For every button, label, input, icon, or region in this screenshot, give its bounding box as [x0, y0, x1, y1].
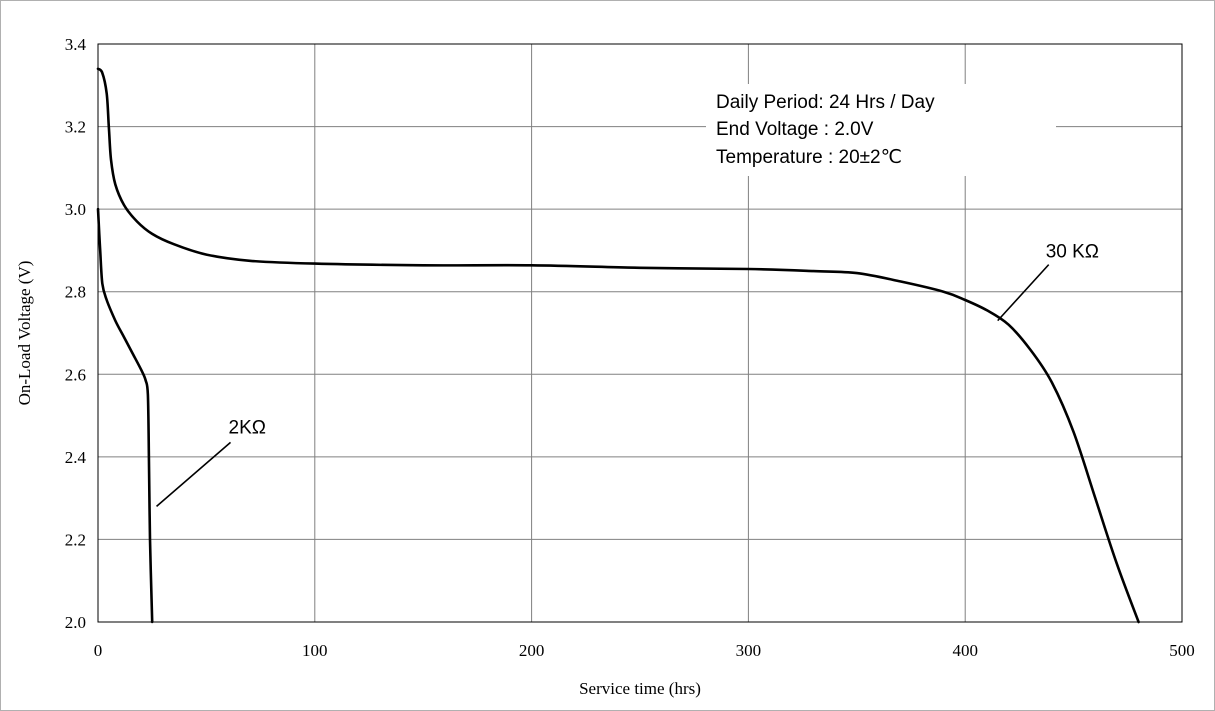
series-line-30k	[96, 67, 1140, 624]
x-tick-label: 300	[736, 641, 762, 660]
annotation-line-2: End Voltage : 2.0V	[716, 119, 874, 140]
test-conditions-annotation: Daily Period: 24 Hrs / Day End Voltage :…	[706, 84, 1056, 176]
plot-area-frame	[97, 43, 1183, 623]
x-tick-label: 200	[519, 641, 545, 660]
x-tick-label: 500	[1169, 641, 1195, 660]
x-tick-label: 100	[302, 641, 328, 660]
tick-labels: 0 100 200 300 400 500 2.0 2.2 2.4 2.6 2.8 3.0 3.2 3.4	[65, 35, 1195, 660]
series-label-2k: 2KΩ	[229, 417, 266, 438]
y-tick-label: 2.0	[65, 613, 86, 632]
y-tick-label: 3.0	[65, 200, 86, 219]
series-line-2k	[96, 207, 154, 624]
annotation-line-3: Temperature : 20±2℃	[716, 147, 902, 168]
series-label-leader-2k	[156, 441, 232, 508]
y-tick-label: 3.2	[65, 118, 86, 137]
x-tick-label: 0	[94, 641, 103, 660]
y-tick-label: 2.4	[65, 448, 87, 467]
y-tick-label: 2.6	[65, 365, 86, 384]
series-label-30k: 30 KΩ	[1046, 242, 1099, 263]
y-axis-title: On-Load Voltage (V)	[15, 261, 34, 406]
x-tick-label: 400	[952, 641, 978, 660]
x-axis-title: Service time (hrs)	[579, 679, 701, 698]
annotation-line-1: Daily Period: 24 Hrs / Day	[716, 92, 935, 113]
y-tick-label: 3.4	[65, 35, 87, 54]
annotation-background	[706, 84, 1056, 176]
y-tick-label: 2.2	[65, 530, 86, 549]
series-layer	[96, 67, 1140, 624]
y-tick-label: 2.8	[65, 283, 86, 302]
series-label-leader-30k	[997, 264, 1050, 322]
